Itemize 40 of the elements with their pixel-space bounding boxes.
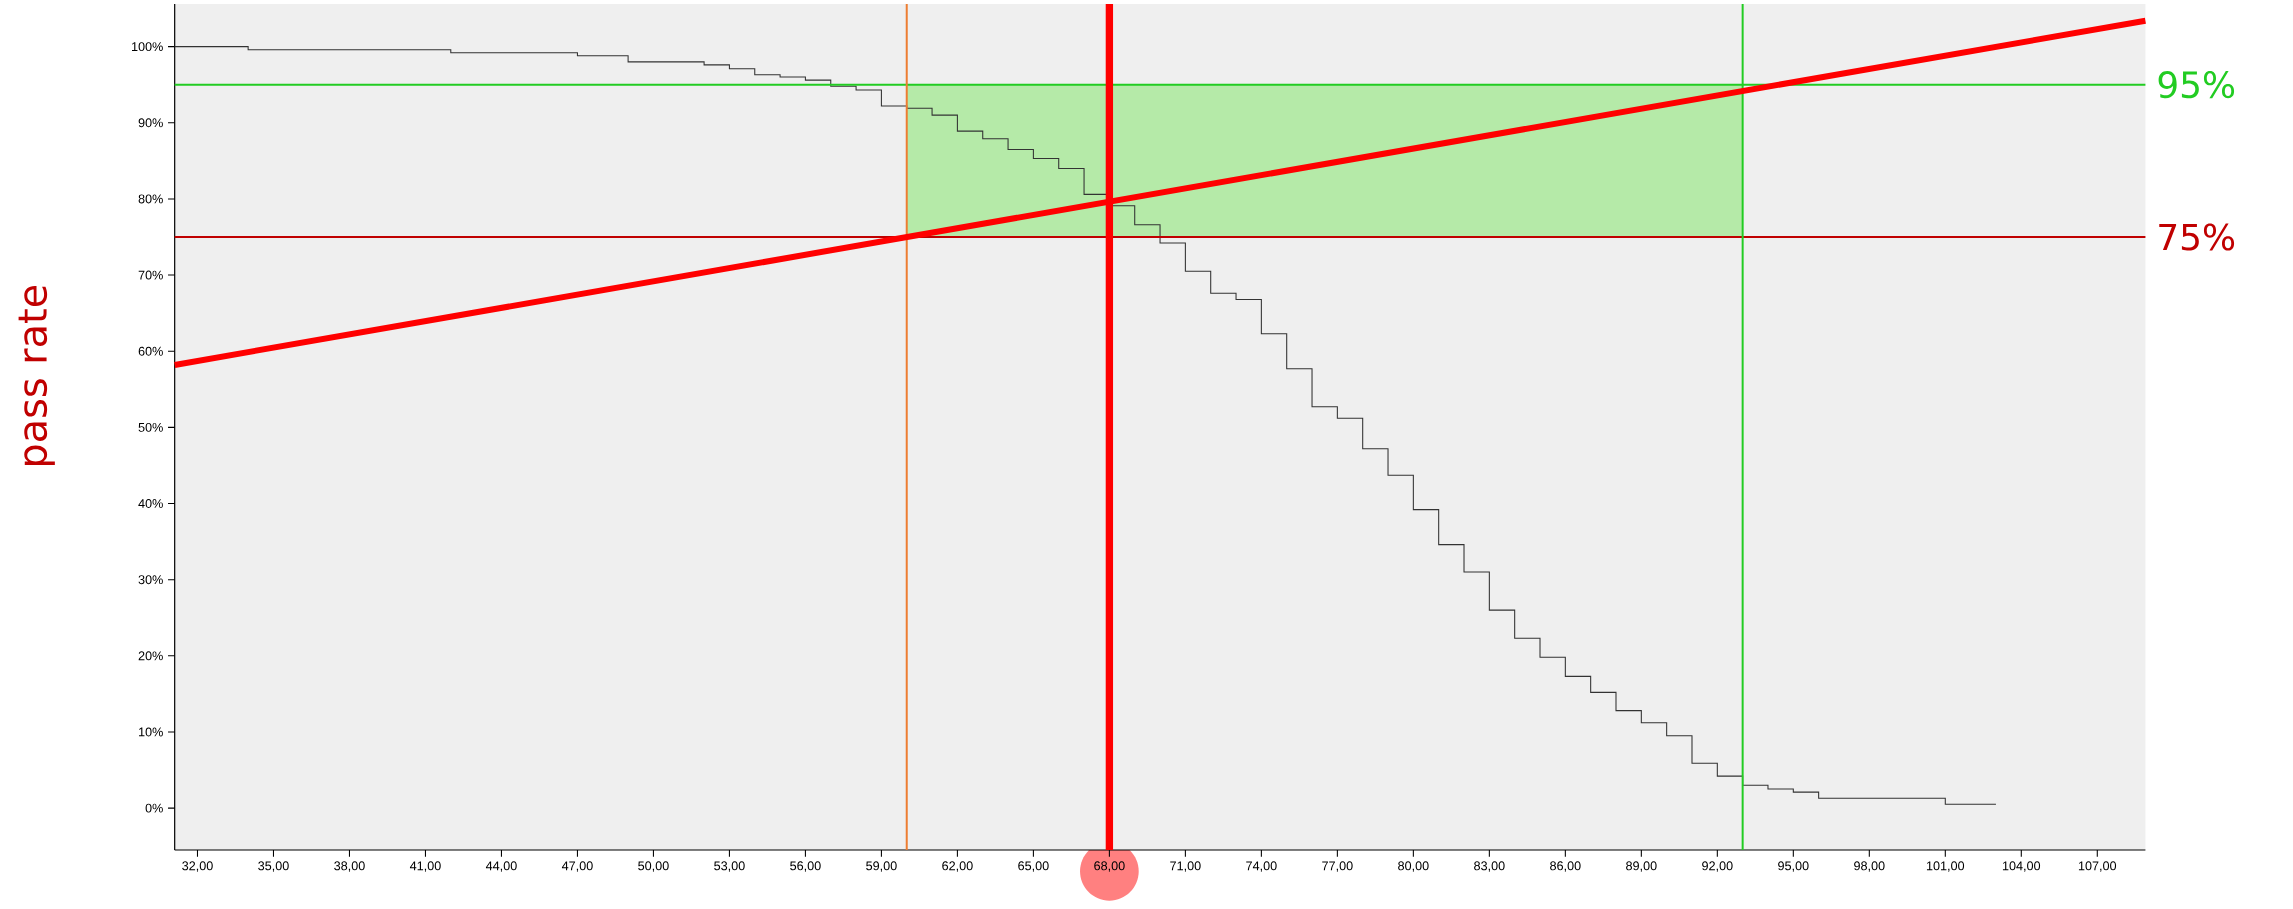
x-tick-label: 53,00: [714, 861, 745, 872]
x-tick-label: 65,00: [1018, 861, 1049, 872]
x-tick-label: 80,00: [1398, 861, 1429, 872]
x-tick-label: 86,00: [1550, 861, 1581, 872]
x-tick-label: 101,00: [1926, 861, 1965, 872]
x-tick-label: 83,00: [1474, 861, 1505, 872]
y-tick-label: 20%: [138, 651, 163, 661]
y-tick-label: 100%: [132, 42, 163, 52]
x-tick-label: 98,00: [1854, 861, 1885, 872]
x-tick-label: 59,00: [866, 861, 897, 872]
x-tick-label: 44,00: [485, 861, 517, 872]
y-axis-title: pass rate: [18, 285, 55, 466]
y-tick-label: 80%: [138, 194, 163, 204]
y-tick-label: 30%: [138, 575, 163, 585]
y-tick-label: 0%: [145, 803, 163, 813]
x-tick-label: 107,00: [2078, 861, 2117, 872]
y-tick-label: 40%: [138, 499, 163, 508]
x-tick-label: 47,00: [561, 861, 593, 872]
ref-line-label: 75%: [2159, 223, 2235, 251]
y-tick-label: 60%: [138, 346, 163, 356]
x-tick-label: 71,00: [1170, 861, 1201, 872]
x-tick-label: 50,00: [638, 861, 669, 872]
x-tick-label: 35,00: [258, 861, 289, 872]
x-tick-label: 74,00: [1246, 861, 1277, 872]
y-tick-label: 70%: [138, 270, 163, 280]
x-tick-label: 32,00: [182, 861, 213, 872]
x-tick-label: 95,00: [1778, 861, 1809, 872]
ref-line-label: 95%: [2158, 71, 2235, 99]
x-tick-label: 41,00: [409, 861, 441, 872]
y-tick-label: 10%: [139, 727, 163, 737]
x-tick-label: 104,00: [2002, 861, 2041, 872]
x-tick-label: 62,00: [942, 861, 973, 872]
x-tick-label: 77,00: [1322, 861, 1353, 872]
x-tick-label: 89,00: [1626, 861, 1657, 872]
y-tick-label: 50%: [138, 422, 163, 432]
x-tick-label: 68,00: [1094, 861, 1125, 872]
x-tick-label: 92,00: [1702, 861, 1733, 872]
y-tick-label: 90%: [138, 118, 163, 128]
x-tick-label: 56,00: [790, 861, 821, 872]
x-tick-label: 38,00: [334, 861, 365, 872]
